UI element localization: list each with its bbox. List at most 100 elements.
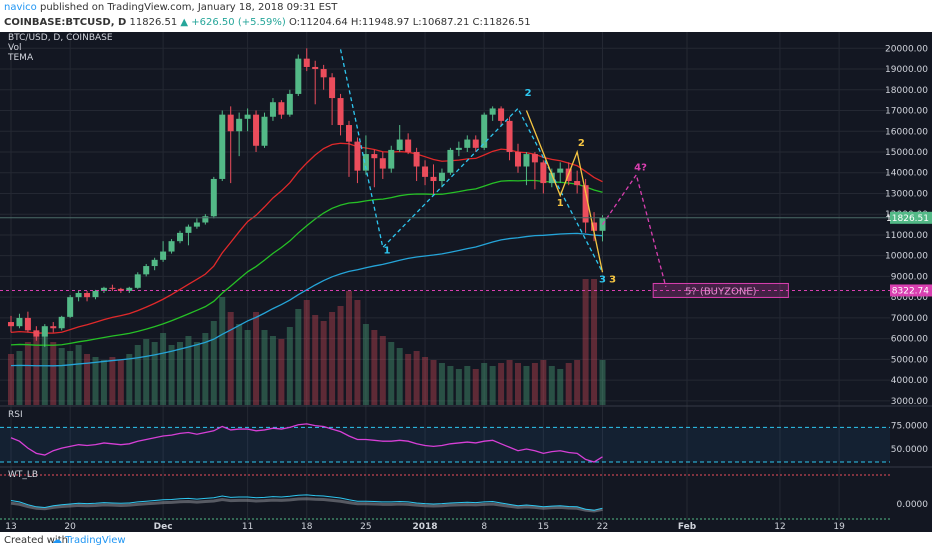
volume-bar xyxy=(50,342,57,405)
candle-body xyxy=(58,316,65,329)
candle-body xyxy=(50,326,57,329)
candle-body xyxy=(320,69,327,78)
legend-wt[interactable]: WT_LB xyxy=(8,470,39,480)
volume-bar xyxy=(337,306,344,405)
candle-body xyxy=(278,102,285,115)
legend-vol[interactable]: Vol xyxy=(8,43,22,53)
price-tick-label: 11000.00 xyxy=(885,231,928,241)
created-with-label: Created with xyxy=(4,535,68,546)
candle-body xyxy=(422,166,429,177)
candle-body xyxy=(506,120,513,152)
legend-pair[interactable]: BTC/USD, D, COINBASE xyxy=(8,33,113,43)
volume-bar xyxy=(100,360,107,405)
buyzone-box xyxy=(652,282,789,298)
candle-body xyxy=(236,118,243,132)
wave-label: 4? xyxy=(634,163,647,174)
tema-red-line xyxy=(10,142,603,334)
volume-bar xyxy=(151,342,158,405)
volume-bar xyxy=(168,345,175,405)
candle-body xyxy=(67,297,74,317)
volume-bar xyxy=(481,363,488,405)
candle-body xyxy=(227,114,234,132)
candle-body xyxy=(16,317,23,327)
candle-body xyxy=(177,232,183,242)
volume-bar xyxy=(422,357,429,405)
volume-bar xyxy=(582,279,589,405)
candle-body xyxy=(151,259,158,267)
candle-body xyxy=(244,114,251,119)
candle-body xyxy=(202,216,209,223)
author-link[interactable]: navico xyxy=(4,2,37,13)
tradingview-logo[interactable]: ☁ TradingView xyxy=(52,535,126,546)
candle-body xyxy=(346,125,352,142)
candle-body xyxy=(253,114,260,146)
buyzone-price-label: 8322.74 xyxy=(892,286,929,296)
volume-bar xyxy=(472,369,479,405)
price-tick-label: 8000.00 xyxy=(891,293,928,303)
candle-body xyxy=(75,293,82,298)
tema-green-line xyxy=(10,179,603,346)
candle-body xyxy=(312,66,319,70)
candle-body xyxy=(329,77,336,99)
volume-bar xyxy=(548,366,555,405)
price-tick-label: 20000.00 xyxy=(885,44,928,54)
rsi-tick-label: 75.0000 xyxy=(891,422,928,432)
volume-bar xyxy=(320,321,327,405)
volume-bar xyxy=(210,321,217,405)
candle-body xyxy=(354,141,361,171)
price-tick-label: 14000.00 xyxy=(885,169,928,179)
candle-body xyxy=(557,168,564,173)
date-tick-label: 22 xyxy=(597,522,608,532)
candle-body xyxy=(126,287,133,291)
wave-label: 1 xyxy=(557,198,564,209)
last-price: 11826.51 xyxy=(129,17,178,28)
volume-bar xyxy=(126,354,133,405)
wave-label: 1 xyxy=(384,246,391,257)
date-tick-label: Dec xyxy=(154,522,173,532)
volume-bar xyxy=(67,351,74,405)
legend-tema[interactable]: TEMA xyxy=(8,53,34,63)
volume-bar xyxy=(278,339,285,405)
volume-bar xyxy=(531,363,538,405)
candle-body xyxy=(261,116,268,146)
wave-cyan-line xyxy=(339,49,604,273)
candle-body xyxy=(143,266,150,275)
candle-body xyxy=(8,322,14,327)
current-price-tag xyxy=(890,211,932,224)
publish-header: navico published on TradingView.com, Jan… xyxy=(0,0,932,32)
volume-bar xyxy=(303,300,310,405)
wave-label: 3 xyxy=(609,275,616,286)
volume-bar xyxy=(438,363,445,405)
volume-bar xyxy=(244,330,251,405)
candle-body xyxy=(168,241,175,252)
volume-bar xyxy=(117,360,124,405)
volume-bar xyxy=(253,312,260,405)
candle-body xyxy=(134,274,141,288)
volume-bar xyxy=(193,342,200,405)
candle-body xyxy=(523,154,530,167)
wave-yellow-line xyxy=(525,110,604,273)
candle-body xyxy=(498,108,505,121)
volume-bar xyxy=(591,279,598,405)
legend-rsi[interactable]: RSI xyxy=(8,410,23,420)
volume-bar xyxy=(84,354,91,405)
price-tick-label: 6000.00 xyxy=(891,335,928,345)
volume-bar xyxy=(177,342,183,405)
volume-bar xyxy=(202,333,209,405)
volume-bar xyxy=(185,336,192,405)
candle-body xyxy=(185,226,192,233)
candle-body xyxy=(430,176,437,182)
candle-body xyxy=(447,149,454,173)
candle-body xyxy=(540,162,547,184)
volume-bar xyxy=(346,291,352,405)
volume-bar xyxy=(413,351,420,405)
candle-body xyxy=(396,139,403,150)
volume-bar xyxy=(219,297,226,405)
candle-body xyxy=(41,326,48,337)
volume-bar xyxy=(515,363,521,405)
volume-bar xyxy=(286,327,293,405)
candle-body xyxy=(219,114,226,179)
volume-bar xyxy=(498,363,505,405)
candle-body xyxy=(33,330,40,337)
